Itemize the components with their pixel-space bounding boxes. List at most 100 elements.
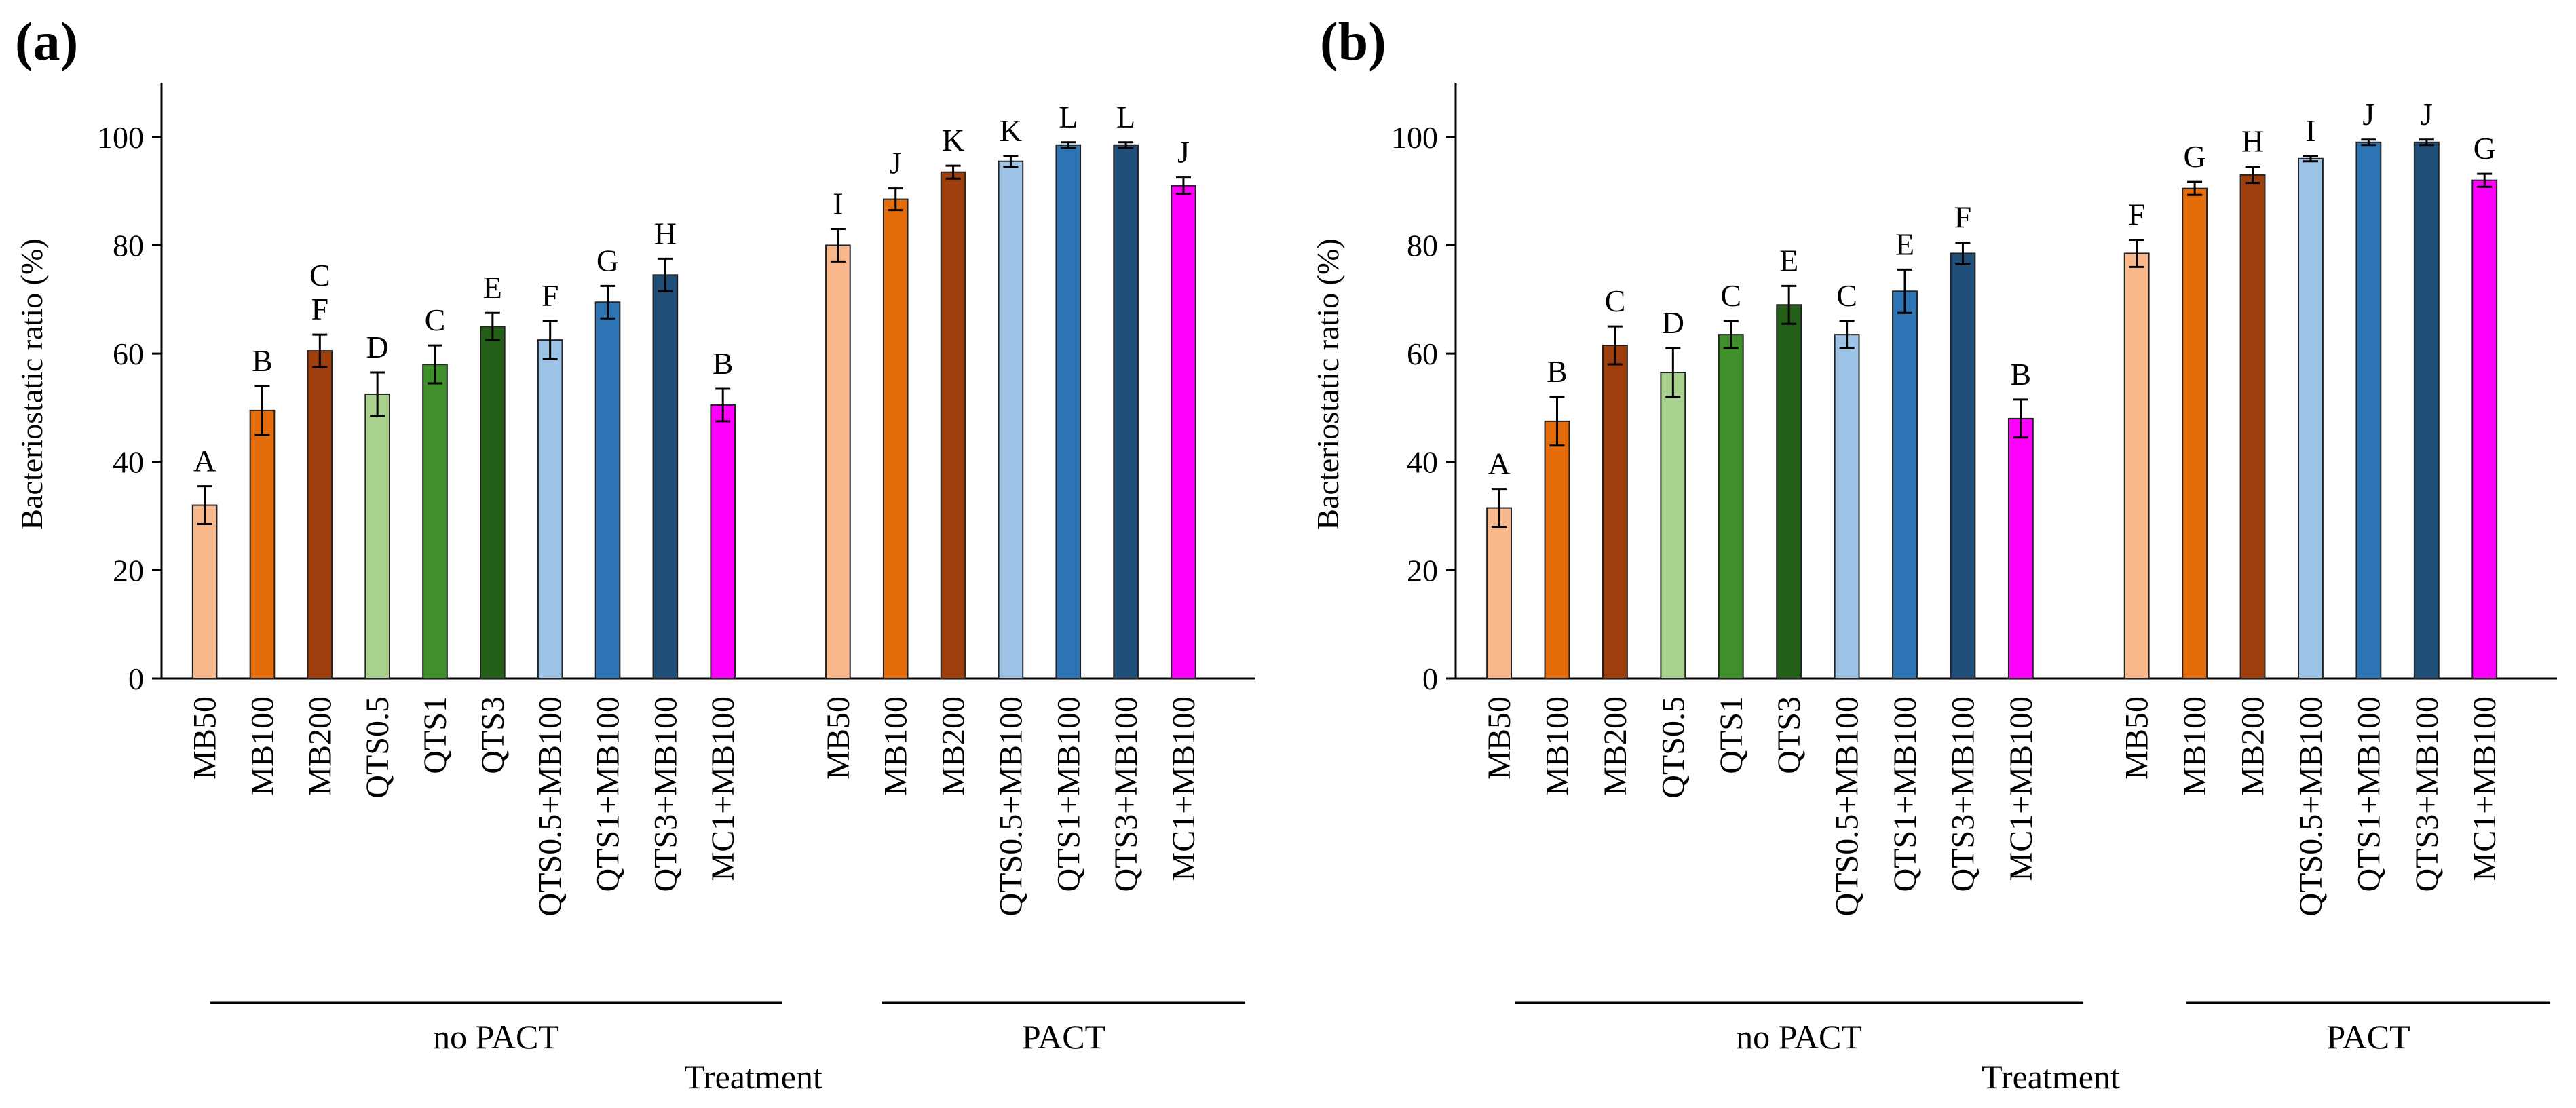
panel-b-category-label: QTS3 — [1771, 696, 1807, 774]
panel-a-y-tick-label: 80 — [113, 228, 144, 263]
panel-a-bar-pact-MB50 — [825, 244, 851, 680]
panel-a-bar-nopact-MC1+MB100 — [710, 404, 736, 679]
panel-b-sig-letter: J — [2362, 97, 2374, 132]
panel-a-sig-letter: H — [654, 216, 677, 250]
panel-b-bar-pact-MB50 — [2123, 252, 2150, 680]
panel-a-bar-pact-MB100 — [882, 198, 909, 680]
panel-a-category-label: QTS0.5+MB100 — [533, 696, 569, 916]
panel-b-bar-nopact-QTS3 — [1776, 304, 1802, 680]
panel-b-bar-pact-MB200 — [2239, 174, 2266, 679]
panel-a-y-tick-label: 100 — [97, 120, 144, 155]
panel-a-x-axis-title: Treatment — [684, 1058, 822, 1096]
panel-b-bar-nopact-MB200 — [1602, 345, 1628, 679]
panel-b-sig-letter: C — [1720, 278, 1741, 313]
panel-a-bar-nopact-MB100 — [249, 409, 276, 680]
panel-a-sig-letter: C — [425, 303, 446, 337]
panel-b-category-label: MB100 — [1539, 696, 1575, 796]
panel-a-bar-pact-MC1+MB100 — [1171, 185, 1196, 679]
panel-a-bar-nopact-MB200 — [307, 350, 333, 679]
panel-a-category-label: MC1+MB100 — [1166, 696, 1202, 881]
panel-b-category-label: QTS0.5+MB100 — [1830, 696, 1865, 916]
panel-a-sig-letter: L — [1116, 100, 1135, 134]
panel-a-bar-pact-MB200 — [940, 171, 966, 679]
panel-a-category-label: QTS1+MB100 — [1050, 696, 1086, 892]
panel-b-category-label: MB50 — [1481, 696, 1517, 780]
panel-b-category-label: MC1+MB100 — [2003, 696, 2039, 881]
panel-a-sig-letter: J — [890, 146, 902, 180]
panel-b-y-tick-label: 40 — [1407, 445, 1438, 480]
panel-a-bar-pact-QTS0.5+MB100 — [998, 160, 1024, 679]
panel-b-bar-nopact-QTS0.5 — [1660, 372, 1686, 679]
panel-b-category-label: QTS1 — [1713, 696, 1749, 774]
panel-b-bar-nopact-QTS1 — [1718, 334, 1744, 679]
panel-a-category-label: QTS3+MB100 — [1108, 696, 1144, 892]
panel-a-bar-nopact-QTS1 — [422, 364, 448, 680]
panel-a-bar-nopact-MB50 — [191, 504, 218, 680]
panel-b-y-tick-label: 20 — [1407, 553, 1438, 588]
panel-b-y-tick-label: 80 — [1407, 228, 1438, 263]
panel-b-category-label: MB100 — [2177, 696, 2213, 796]
panel-a-sig-letter: B — [713, 346, 734, 381]
panel-a-sig-letter: F — [542, 278, 559, 313]
panel-b-bar-pact-QTS0.5+MB100 — [2298, 157, 2324, 679]
panel-b-category-label: QTS0.5+MB100 — [2293, 696, 2329, 916]
panel-b-category-label: QTS3+MB100 — [2409, 696, 2445, 892]
panel-a-category-label: MB50 — [820, 696, 856, 780]
panel-b-sig-letter: F — [2128, 197, 2146, 231]
panel-a-sig-letter: B — [252, 343, 273, 378]
panel-a-category-label: MB50 — [187, 696, 223, 780]
panel-b-y-tick-label: 60 — [1407, 337, 1438, 371]
panel-b-sig-letter: G — [2184, 139, 2206, 174]
panel-a-sig-letter: G — [596, 243, 619, 278]
panel-b-sig-letter: A — [1488, 446, 1510, 481]
panel-b-bar-pact-QTS1+MB100 — [2355, 141, 2382, 680]
panel-a-category-label: QTS3 — [475, 696, 511, 774]
panel-b-category-label: QTS0.5 — [1655, 696, 1691, 799]
panel-a-bar-pact-QTS3+MB100 — [1113, 144, 1139, 680]
panel-a-sig-letter: L — [1059, 100, 1078, 134]
panel-b-category-label: QTS1+MB100 — [1887, 696, 1923, 892]
panel-a-category-label: MB200 — [302, 696, 338, 796]
panel-b-bar-pact-MC1+MB100 — [2471, 179, 2498, 679]
panel-b-category-label: QTS1+MB100 — [2351, 696, 2387, 892]
panel-a-sig-letter: E — [483, 270, 502, 305]
panel-b-category-label: MB200 — [2235, 696, 2271, 796]
panel-b-group-label: PACT — [2326, 1018, 2410, 1056]
panel-a-y-tick-label: 20 — [113, 553, 144, 588]
panel-a-sig-letter: D — [366, 330, 389, 364]
panel-a-sig-letter: A — [193, 444, 216, 478]
panel-b-group-label: no PACT — [1736, 1018, 1862, 1056]
panel-b-category-label: QTS3+MB100 — [1945, 696, 1981, 892]
panel-a-category-label: MB100 — [878, 696, 914, 796]
panel-b-sig-letter: F — [1954, 199, 1972, 234]
panel-b-label: (b) — [1320, 12, 1386, 72]
panel-b-sig-letter: I — [2305, 113, 2315, 148]
panel-b-bar-nopact-QTS1+MB100 — [1892, 290, 1918, 679]
panel-b-y-tick-label: 0 — [1422, 662, 1438, 696]
panel-b-category-label: MB50 — [2119, 696, 2155, 780]
panel-a-group-label: no PACT — [433, 1018, 559, 1056]
panel-a-category-label: QTS1+MB100 — [590, 696, 626, 892]
panel-b-sig-letter: H — [2241, 124, 2264, 159]
panel-b-x-axis-title: Treatment — [1982, 1058, 2120, 1096]
panel-a-label: (a) — [15, 12, 78, 72]
panel-a-sig-letter: J — [1177, 135, 1190, 170]
panel-b-bar-nopact-MC1+MB100 — [2007, 417, 2034, 679]
panel-a-y-tick-label: 40 — [113, 445, 144, 480]
panel-a-category-label: QTS0.5 — [360, 696, 396, 799]
panel-a-category-label: QTS3+MB100 — [647, 696, 683, 892]
panel-b-category-label: MC1+MB100 — [2467, 696, 2503, 881]
panel-a-bar-nopact-QTS3 — [480, 326, 506, 679]
panel-a-category-label: MB100 — [244, 696, 280, 796]
panel-b-sig-letter: B — [2011, 357, 2032, 391]
panel-a-sig-letter: I — [833, 187, 843, 221]
panel-a-bar-nopact-QTS0.5 — [364, 393, 390, 679]
panel-b-bar-nopact-QTS0.5+MB100 — [1834, 334, 1860, 679]
panel-a-group-label: PACT — [1022, 1018, 1105, 1056]
panel-b-bar-nopact-MB50 — [1486, 507, 1513, 680]
panel-a-bar-nopact-QTS1+MB100 — [594, 301, 621, 680]
panel-b-sig-letter: B — [1547, 354, 1568, 389]
panel-a-sig-letter: K — [942, 123, 964, 157]
panel-b-bar-pact-QTS3+MB100 — [2413, 141, 2440, 680]
panel-a-y-tick-label: 0 — [128, 662, 144, 696]
